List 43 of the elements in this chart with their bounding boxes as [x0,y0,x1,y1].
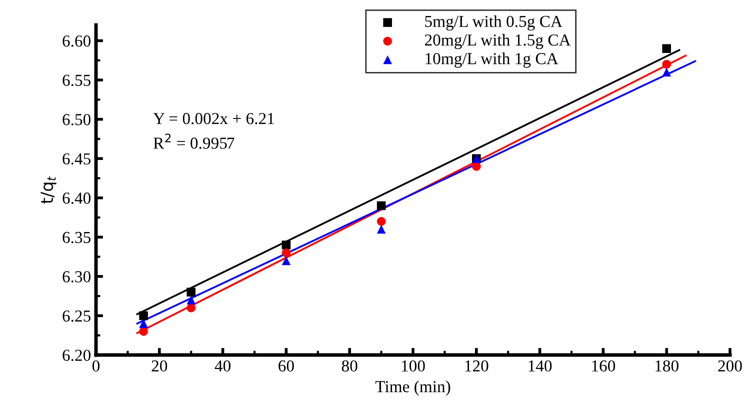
point [186,303,196,312]
point [139,311,148,320]
y-axis-title: t/q$_{t}$ [40,176,56,204]
legend-label: 20mg/L with 1.5g CA [424,34,571,50]
y-tick-label: 6.30 [62,271,91,282]
point [662,68,671,77]
y-tick-label: 6.55 [62,74,90,86]
y-tick-label: 6.45 [62,153,90,165]
point [662,44,671,53]
x-tick-label: 100 [402,360,425,372]
x-tick-label: 80 [342,360,358,372]
point [472,162,481,171]
x-tick-label: 40 [214,360,230,372]
legend-label: 5mg/L with 0.5g CA [425,15,562,30]
legend-label: 10mg/L with 1g CA [426,52,558,68]
x-tick-label: 0 [92,360,100,372]
y-tick-label: 6.20 [62,350,91,362]
point [282,248,291,258]
x-tick-label: 180 [656,360,678,372]
x-axis-title: Time (min) [375,380,450,396]
point [282,240,291,250]
y-tick-label: 6.25 [62,310,90,322]
y-tick-label: 6.40 [62,192,91,204]
point [376,224,386,234]
y-tick-label: 6.50 [62,114,91,126]
point [139,319,148,328]
x-tick-label: 160 [592,360,616,372]
x-tick-label: 60 [278,360,294,372]
point [186,296,196,304]
x-tick-label: 140 [528,360,552,372]
y-tick-label: 6.60 [62,35,91,47]
x-tick-label: 20 [152,360,168,372]
annotation: Y = 0.002x + 6.21 [153,112,274,124]
point [139,327,148,336]
point [186,288,196,297]
point [376,217,386,226]
point [282,256,291,266]
point [662,60,671,69]
x-tick-label: 120 [465,360,488,372]
x-tick-label: 200 [718,360,742,372]
point [376,201,386,210]
annotation: R$^{2}$ = 0.9957 [154,134,234,149]
y-tick-label: 6.35 [62,232,90,244]
